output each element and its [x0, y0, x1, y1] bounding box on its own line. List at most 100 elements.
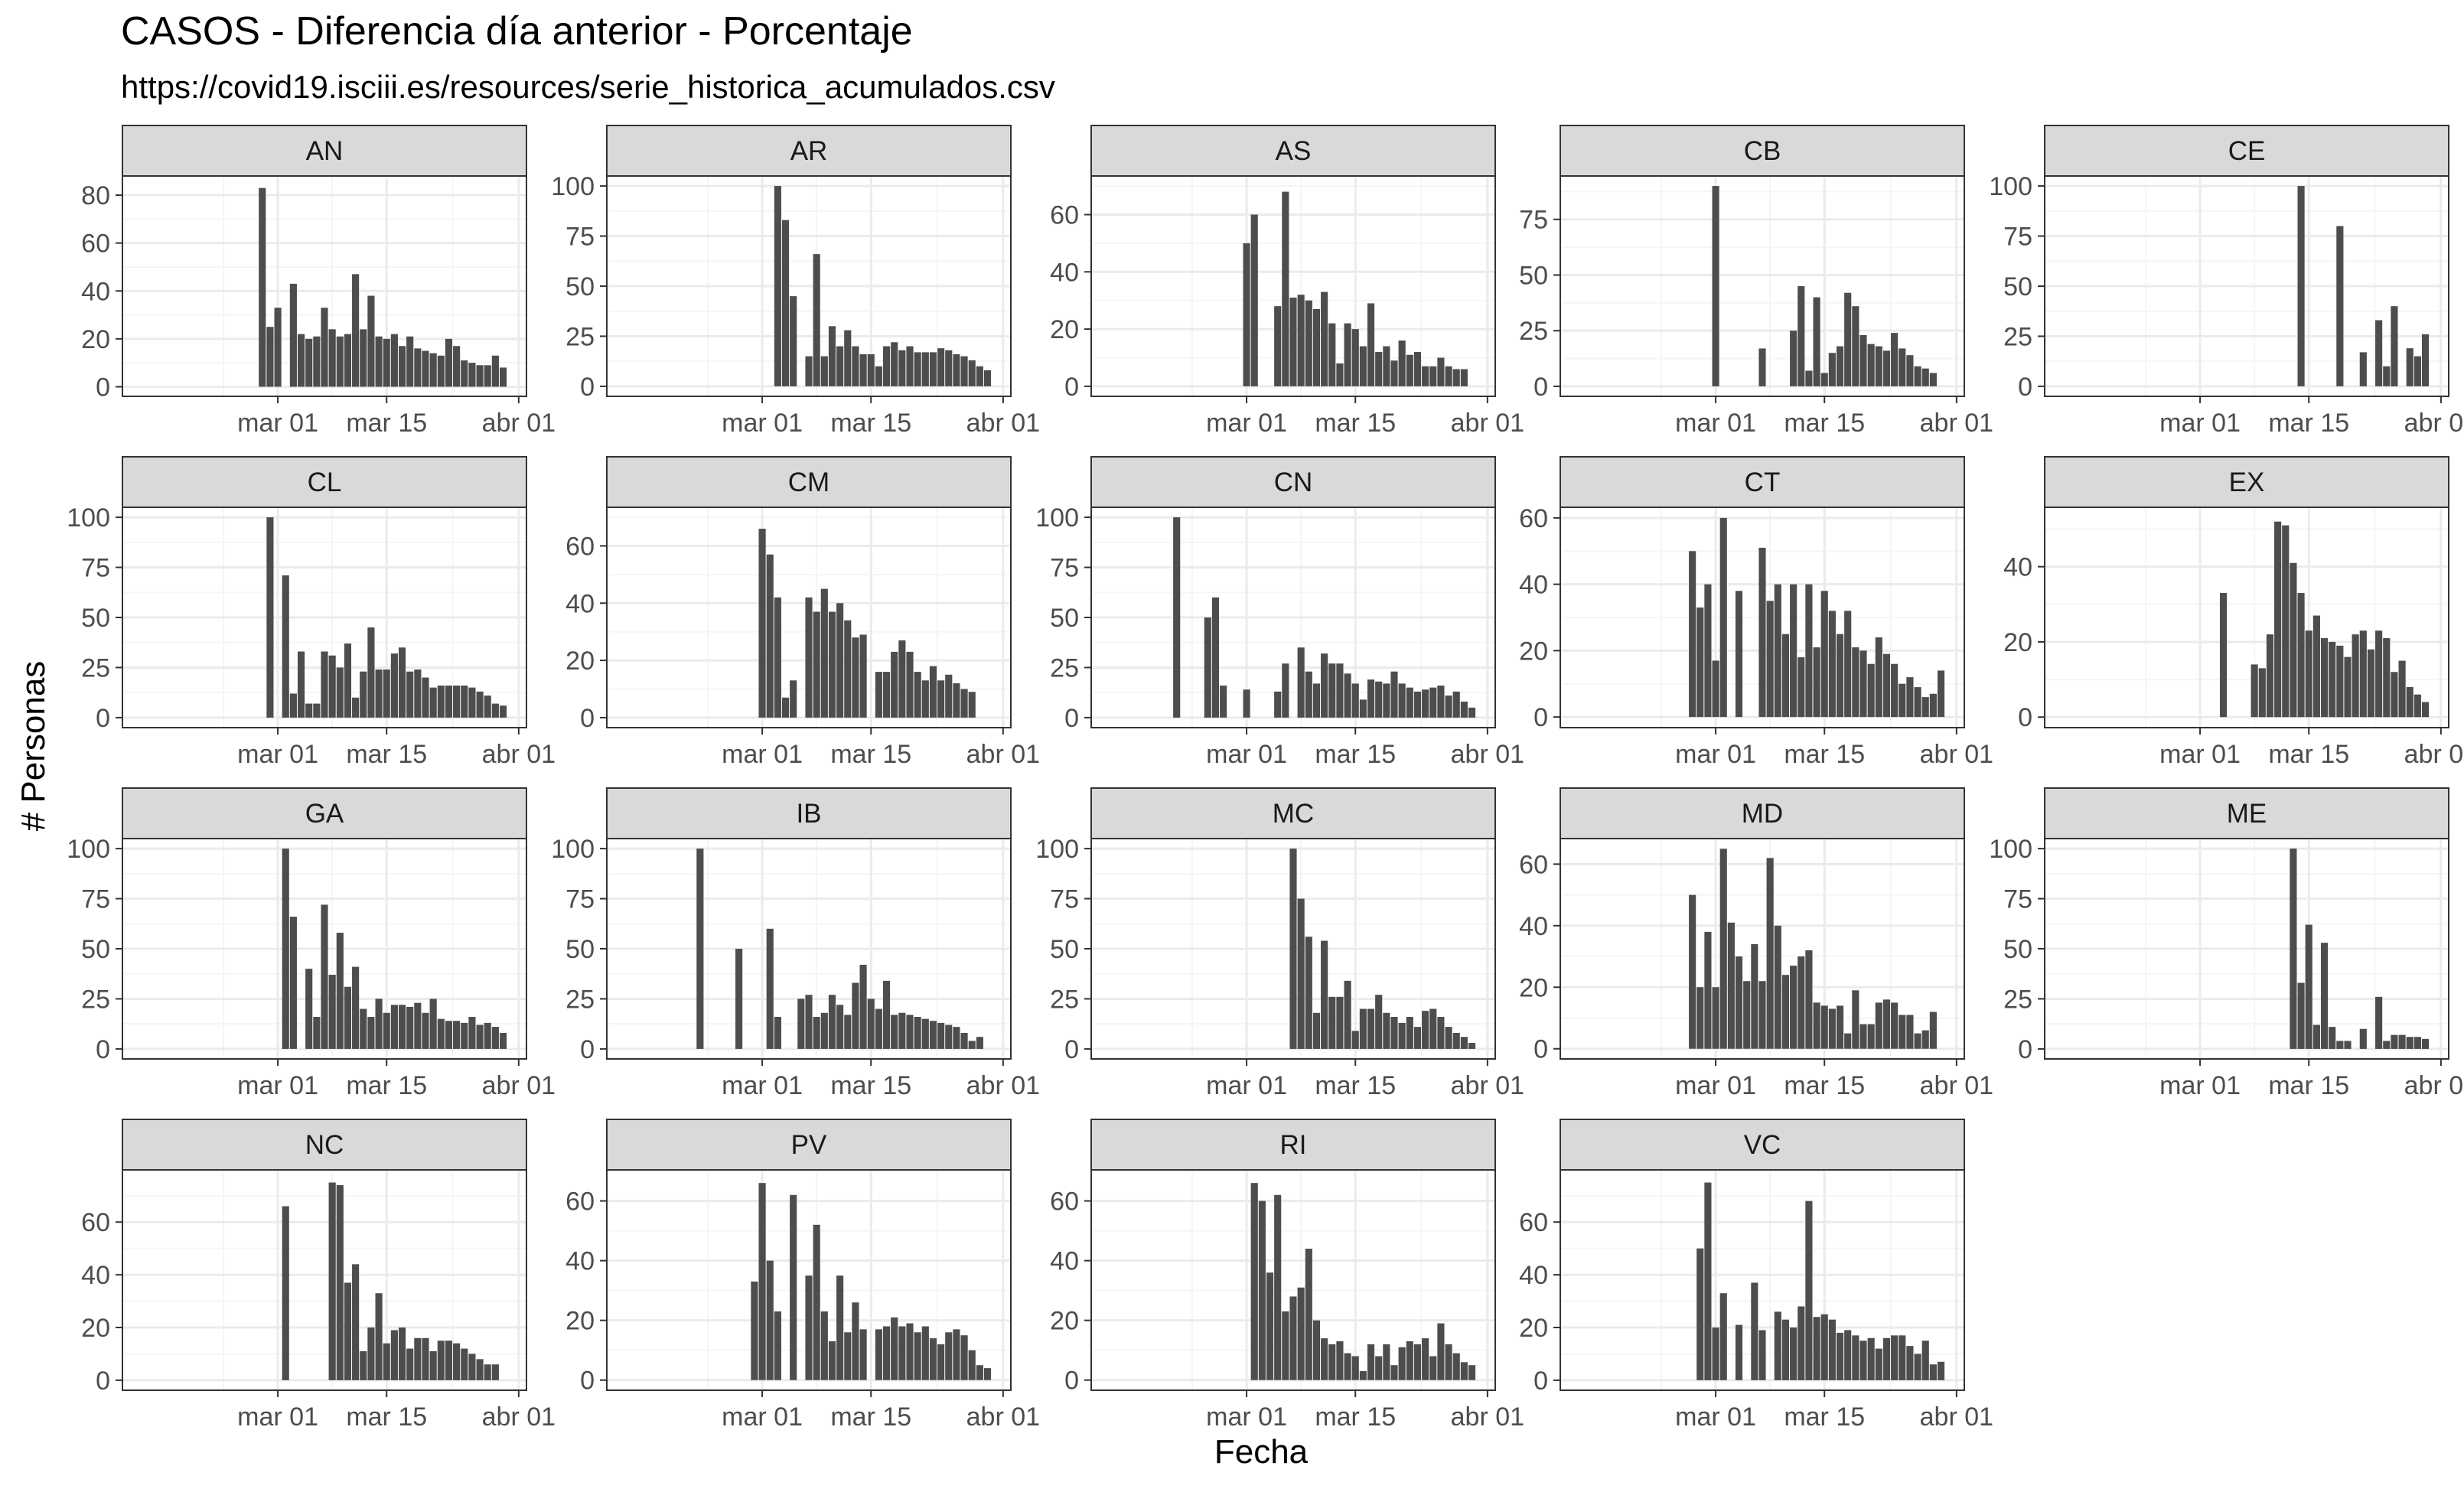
bar — [1828, 1319, 1836, 1380]
y-tick-label: 60 — [565, 1187, 595, 1217]
bar — [1390, 360, 1398, 386]
strip-label: AS — [1276, 136, 1312, 166]
bar — [1867, 344, 1875, 386]
bar — [1468, 707, 1476, 718]
bar — [1805, 1200, 1813, 1380]
bar — [414, 1337, 422, 1380]
bar — [1258, 1200, 1266, 1380]
y-tick-label: 0 — [96, 1367, 110, 1396]
bar — [906, 1323, 914, 1380]
bar — [321, 904, 328, 1049]
bar — [406, 1348, 414, 1380]
bar — [1891, 333, 1899, 386]
strip-label: MD — [1742, 799, 1783, 829]
strip-background — [1090, 456, 1496, 508]
bar — [1774, 925, 1781, 1049]
bar — [1867, 663, 1875, 718]
x-tick-label: mar 15 — [1315, 1402, 1396, 1432]
bar — [1445, 1344, 1452, 1380]
bar — [336, 336, 344, 387]
y-tick-label: 40 — [565, 1247, 595, 1276]
bar — [813, 1017, 820, 1049]
bar — [491, 1027, 499, 1049]
y-tick-label: 0 — [1533, 373, 1548, 402]
y-tick-label: 50 — [1050, 604, 1079, 633]
facet-panel-mc: MC 0 25 50 75 100 mar 01 mar 15 abr 01 — [1035, 787, 1524, 1100]
y-tick-label: 60 — [565, 532, 595, 561]
y-tick-label: 60 — [81, 1208, 110, 1237]
bar — [875, 1008, 882, 1049]
x-tick-label: mar 01 — [1675, 1402, 1756, 1432]
bar — [891, 1317, 898, 1380]
y-tick-label: 0 — [96, 1035, 110, 1064]
bar — [1914, 1354, 1921, 1380]
bar — [844, 1015, 852, 1049]
bar — [1875, 346, 1882, 386]
bar — [1704, 931, 1712, 1049]
bar — [1836, 346, 1844, 386]
bar — [1844, 1033, 1852, 1049]
facet-panel-ce: CE 0 25 50 75 100 mar 01 mar 15 abr 01 — [1989, 125, 2464, 438]
bar — [937, 680, 945, 718]
bar — [1359, 1008, 1367, 1049]
facet-panel-cl: CL 0 25 50 75 100 mar 01 mar 15 abr 01 — [67, 456, 556, 769]
x-tick-label: abr 01 — [482, 740, 556, 769]
x-tick-label: mar 01 — [1206, 740, 1287, 769]
bar — [1336, 1341, 1344, 1380]
bar — [1398, 1022, 1406, 1049]
strip-background — [1090, 125, 1496, 177]
y-tick-label: 100 — [551, 835, 595, 864]
bar — [976, 1365, 983, 1380]
x-tick-label: mar 15 — [830, 1071, 911, 1100]
bar — [1282, 1311, 1289, 1380]
bar — [360, 1351, 367, 1380]
bar — [499, 705, 507, 718]
bar — [2274, 521, 2282, 718]
y-tick-label: 25 — [565, 322, 595, 351]
bar — [297, 334, 305, 387]
bar — [914, 352, 921, 386]
x-tick-label: abr 01 — [1920, 409, 1993, 438]
bar — [344, 986, 352, 1049]
x-tick-label: abr 01 — [1920, 740, 1993, 769]
chart-title: CASOS - Diferencia día anterior - Porcen… — [121, 9, 913, 54]
y-tick-label: 25 — [1050, 653, 1079, 682]
strip-background — [2044, 125, 2449, 177]
bar — [891, 651, 898, 718]
y-tick-label: 50 — [1519, 261, 1548, 290]
bar — [766, 1260, 774, 1380]
y-tick-label: 40 — [81, 277, 110, 306]
y-tick-label: 50 — [81, 604, 110, 633]
bar — [1429, 366, 1437, 386]
bar — [282, 575, 289, 718]
bar — [1929, 373, 1937, 386]
bar — [1437, 357, 1445, 386]
facet-panel-ib: IB 0 25 50 75 100 mar 01 mar 15 abr 01 — [551, 787, 1040, 1100]
bar — [476, 1359, 484, 1380]
bar — [429, 1351, 437, 1380]
y-tick-label: 100 — [551, 172, 595, 201]
bar — [1820, 591, 1828, 718]
bar — [983, 1368, 992, 1380]
bar — [1422, 1011, 1429, 1049]
bar — [820, 588, 828, 718]
x-tick-label: mar 15 — [830, 409, 911, 438]
x-tick-label: mar 01 — [237, 409, 318, 438]
bar — [2320, 943, 2329, 1049]
bar — [1375, 681, 1383, 718]
bar — [1844, 611, 1852, 718]
bar — [1321, 292, 1328, 386]
bar — [906, 651, 914, 718]
bar — [468, 363, 476, 387]
bar — [1460, 701, 1468, 718]
bar — [1328, 1344, 1336, 1380]
x-tick-label: abr 01 — [1451, 409, 1524, 438]
y-tick-label: 25 — [81, 985, 110, 1014]
bar — [2320, 638, 2329, 718]
bar — [1805, 950, 1813, 1049]
bar — [2312, 1025, 2320, 1049]
bar — [1906, 355, 1914, 386]
bar — [1859, 650, 1867, 718]
bar — [960, 1032, 968, 1049]
bar — [422, 350, 429, 387]
